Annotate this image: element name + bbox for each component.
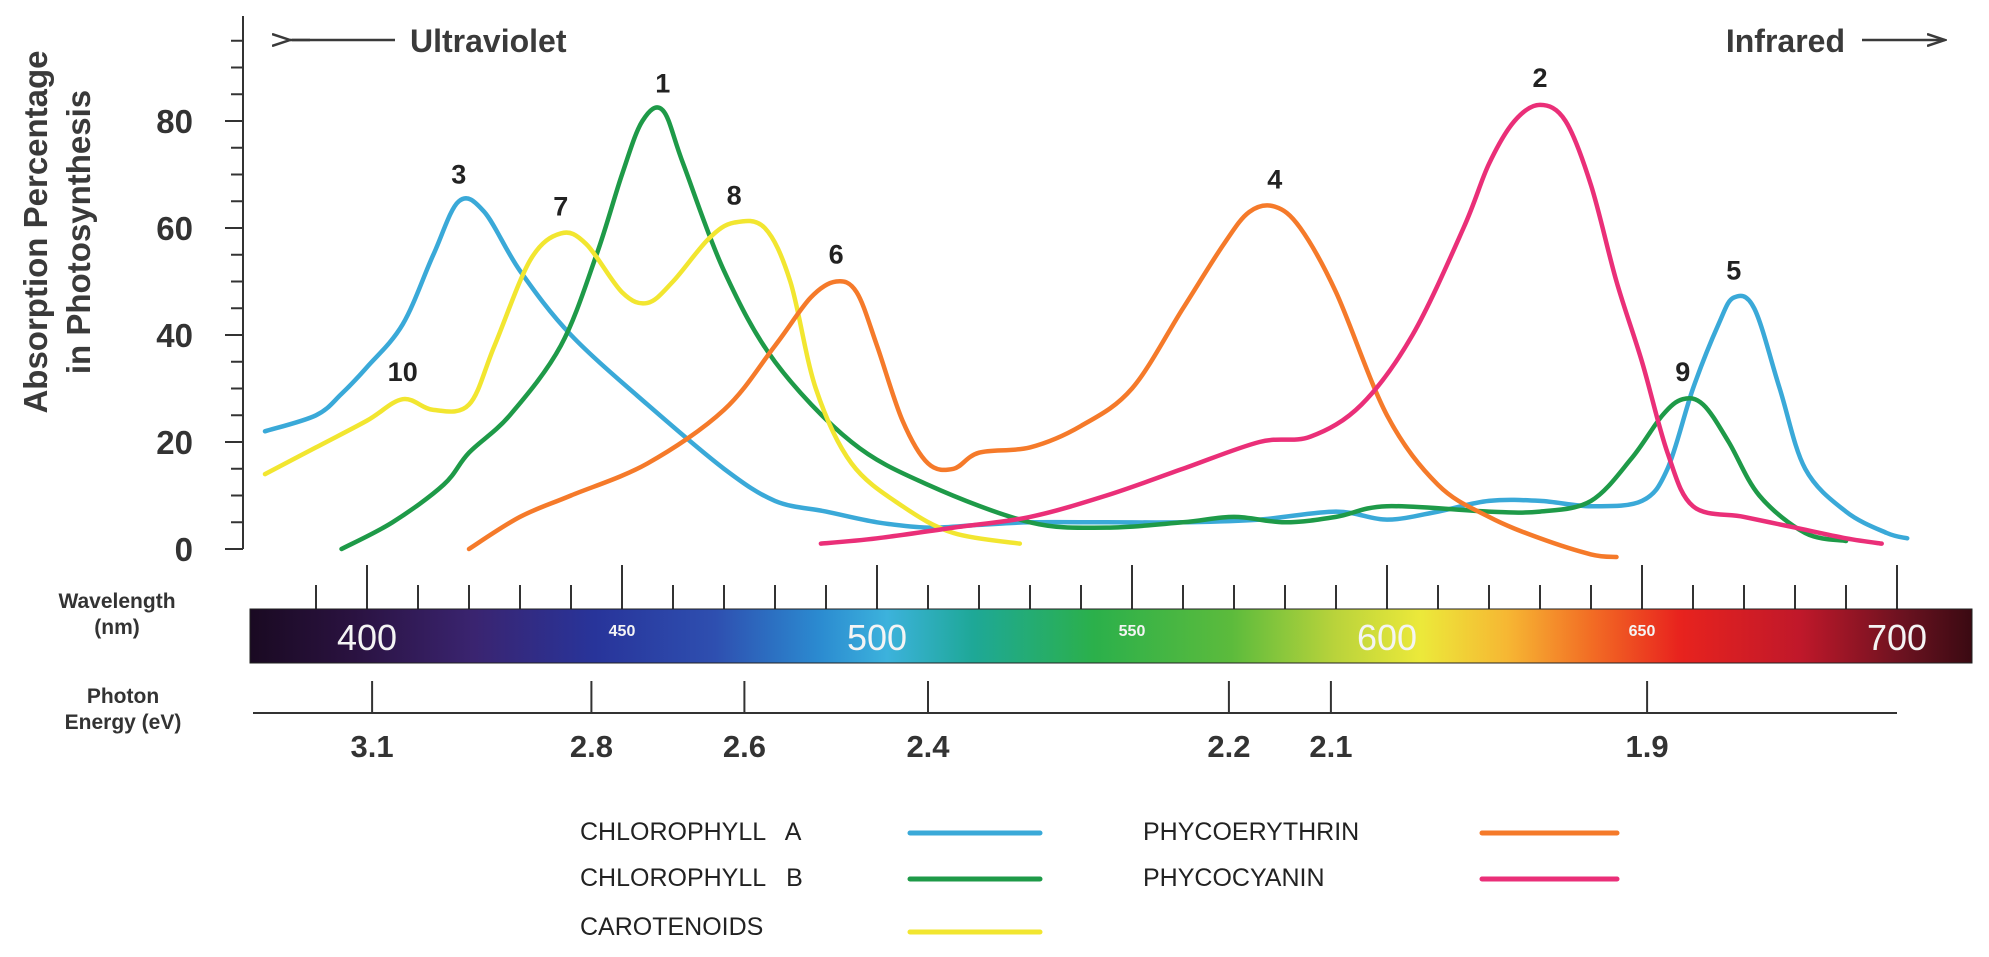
- peak-label-8: 8: [727, 181, 742, 211]
- spectrum-label-650: 650: [1629, 623, 1656, 640]
- spectrum-label-700: 700: [1867, 617, 1927, 658]
- peak-label-3: 3: [451, 159, 466, 189]
- series-line-phycoerythrin: [466, 203, 1619, 560]
- peak-label-5: 5: [1726, 256, 1741, 286]
- energy-tick-label: 1.9: [1626, 729, 1669, 764]
- spectrum-label-550: 550: [1119, 623, 1146, 640]
- y-axis-label: Absorption Percentage in Photosynthesis: [17, 50, 97, 413]
- legend-label-phycocyanin: PHYCOCYANIN: [1143, 864, 1325, 892]
- energy-tick-label: 2.4: [906, 729, 950, 764]
- spectrum-label-400: 400: [337, 617, 397, 658]
- peak-label-10: 10: [388, 357, 418, 387]
- peak-label-9: 9: [1675, 357, 1690, 387]
- wavelength-label-line2: (nm): [94, 616, 140, 639]
- visible-spectrum-bar: [249, 608, 1973, 664]
- series-line-chlorophyll-b: [339, 105, 1849, 552]
- peak-label-6: 6: [829, 240, 844, 270]
- wavelength-axis-label: Wavelength (nm): [58, 590, 175, 639]
- peak-label-2: 2: [1532, 63, 1547, 93]
- energy-tick-label: 2.8: [570, 729, 613, 764]
- y-axis-label-line1: Absorption Percentage: [17, 50, 54, 413]
- series-line-phycocyanin: [818, 102, 1884, 546]
- series-line-carotenoids: [262, 218, 1023, 546]
- infrared-indicator: Infrared: [1726, 23, 1945, 59]
- ultraviolet-indicator: Ultraviolet: [290, 23, 567, 59]
- legend-label-carotenoids: CAROTENOIDS: [580, 913, 763, 941]
- legend-label-chlorophyll-a: CHLOROPHYLL A: [580, 818, 802, 846]
- energy-tick-label: 2.6: [723, 729, 766, 764]
- legend-label-phycoerythrin: PHYCOERYTHRIN: [1143, 818, 1359, 846]
- ultraviolet-label: Ultraviolet: [410, 23, 567, 59]
- photon-energy-axis: 3.1 2.8 2.6 2.4 2.2 2.1 1.9: [253, 681, 1897, 764]
- wavelength-label-line1: Wavelength: [58, 590, 175, 613]
- peak-label-1: 1: [655, 68, 670, 98]
- y-axis: 0 20 40 60 80: [156, 16, 244, 568]
- spectrum-label-600: 600: [1357, 617, 1417, 658]
- y-axis-label-line2: in Photosynthesis: [60, 90, 97, 374]
- y-tick-label: 20: [156, 424, 193, 461]
- series-lines: [262, 102, 1910, 560]
- y-tick-label: 0: [175, 531, 193, 568]
- spectrum-tick-labels: 400 450 500 550 600 650 700: [337, 617, 1927, 658]
- legend-label-chlorophyll-b: CHLOROPHYLL B: [580, 864, 803, 892]
- photon-energy-axis-label: Photon Energy (eV): [65, 685, 182, 734]
- series-line-chlorophyll-a: [262, 196, 1910, 541]
- peak-label-4: 4: [1267, 165, 1282, 195]
- infrared-label: Infrared: [1726, 23, 1845, 59]
- spectrum-label-500: 500: [847, 617, 907, 658]
- legend: CHLOROPHYLL A CHLOROPHYLL B CAROTENOIDS PHY…: [580, 818, 1620, 941]
- y-tick-label: 80: [156, 103, 193, 140]
- peak-label-7: 7: [553, 191, 568, 221]
- spectrum-label-450: 450: [609, 623, 636, 640]
- energy-label-line1: Photon: [87, 685, 159, 708]
- y-tick-label: 40: [156, 317, 193, 354]
- energy-tick-label: 2.2: [1207, 729, 1250, 764]
- peak-labels: 1 2 3 4 5 6 7 8 9 10: [388, 63, 1742, 387]
- y-tick-label: 60: [156, 210, 193, 247]
- energy-label-line2: Energy (eV): [65, 711, 182, 734]
- wavelength-ticks: [315, 565, 1898, 609]
- energy-tick-label: 3.1: [351, 729, 394, 764]
- energy-tick-label: 2.1: [1309, 729, 1352, 764]
